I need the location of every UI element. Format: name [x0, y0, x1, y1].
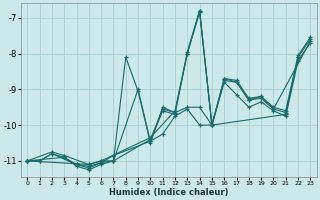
X-axis label: Humidex (Indice chaleur): Humidex (Indice chaleur)	[109, 188, 228, 197]
